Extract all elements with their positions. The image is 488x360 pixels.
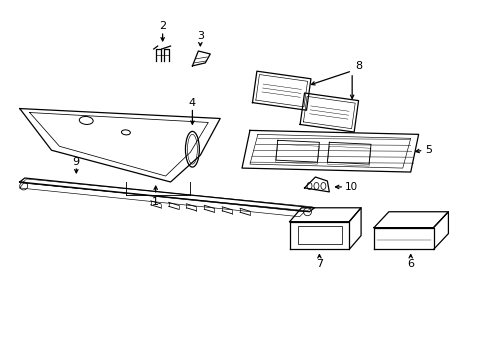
Text: 5: 5 <box>424 145 431 155</box>
Text: 1: 1 <box>152 197 159 207</box>
Text: 2: 2 <box>159 21 166 31</box>
Text: 7: 7 <box>315 259 322 269</box>
Text: 4: 4 <box>188 98 196 108</box>
Text: 9: 9 <box>73 157 80 167</box>
Bar <box>297 226 342 243</box>
Text: 6: 6 <box>407 259 413 269</box>
Text: 8: 8 <box>355 61 362 71</box>
Text: 10: 10 <box>344 182 357 192</box>
Text: 3: 3 <box>197 31 203 41</box>
